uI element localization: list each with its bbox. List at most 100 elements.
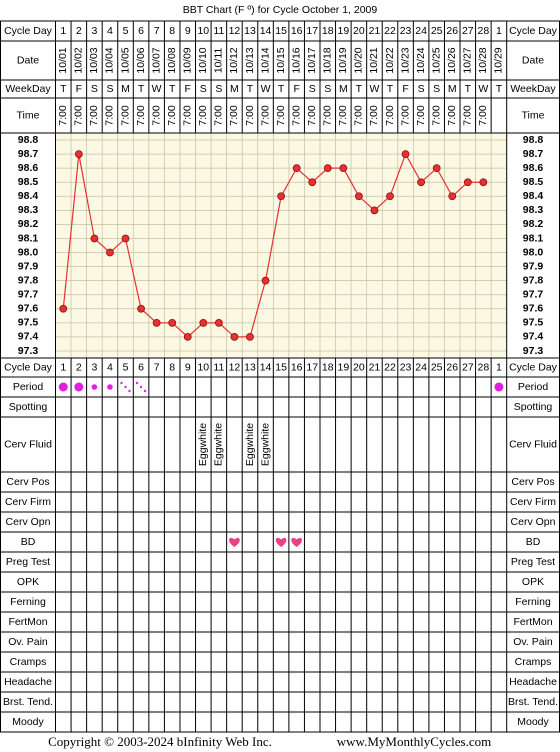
- bd-heart: [275, 537, 287, 547]
- period-dot: [124, 385, 127, 389]
- temperature-point: [152, 318, 161, 327]
- cycle-day: 25: [431, 25, 443, 37]
- period-dot: [143, 389, 147, 393]
- cerv-fluid-entry: Eggwhite: [213, 423, 225, 466]
- row-label: Cerv Fluid: [4, 438, 52, 450]
- cycle-day: 14: [260, 361, 272, 373]
- date: 10/05: [119, 47, 131, 73]
- cycle-day: 11: [213, 361, 224, 373]
- date: 10/22: [384, 47, 396, 73]
- row-label-right: Ferning: [515, 596, 551, 608]
- date: 10/06: [135, 47, 147, 73]
- cycle-day: 9: [185, 25, 191, 37]
- y-tick-label: 98.2: [18, 218, 39, 230]
- cycle-day: 1: [60, 361, 66, 373]
- date: 10/07: [150, 47, 162, 73]
- cycle-day: 28: [478, 361, 490, 373]
- date: 10/28: [477, 47, 489, 73]
- time: 7:00: [322, 105, 334, 126]
- weekday: S: [433, 83, 440, 95]
- time: 7:00: [275, 105, 287, 126]
- weekday: T: [60, 83, 67, 95]
- y-tick-label-right: 97.7: [523, 289, 544, 301]
- cycle-day: 10: [197, 25, 209, 37]
- y-tick-label-right: 98.7: [523, 148, 544, 160]
- cycle-day: 5: [123, 361, 129, 373]
- date: 10/21: [368, 47, 380, 73]
- time: 7:00: [197, 105, 209, 126]
- y-tick-label: 98.7: [18, 148, 39, 160]
- cycle-day: 20: [353, 25, 365, 37]
- row-label: Preg Test: [6, 556, 50, 568]
- cycle-day: 25: [431, 361, 443, 373]
- cycle-day: 4: [107, 361, 113, 373]
- temperature-point: [370, 206, 379, 215]
- y-tick-label-right: 97.8: [523, 274, 544, 286]
- weekday: W: [261, 83, 271, 95]
- cycle-day: 8: [169, 25, 175, 37]
- time: 7:00: [150, 105, 162, 126]
- row-label-right: Spotting: [514, 401, 553, 413]
- weekday: M: [121, 83, 130, 95]
- y-tick-label-right: 98.8: [523, 134, 544, 146]
- temperature-point: [479, 178, 488, 187]
- date: 10/13: [244, 47, 256, 73]
- cycle-day: 2: [76, 361, 82, 373]
- row-label-right: OPK: [522, 576, 544, 588]
- date: 10/19: [337, 47, 349, 73]
- cycle-day: 23: [400, 25, 412, 37]
- period-mark: [494, 382, 504, 392]
- row-label: Cerv Pos: [6, 476, 49, 488]
- temperature-point: [137, 304, 145, 313]
- time: 7:00: [462, 105, 474, 126]
- row-label: Date: [17, 54, 39, 66]
- temperature-point: [214, 318, 223, 327]
- weekday: F: [76, 83, 82, 95]
- temperature-point: [401, 150, 410, 158]
- row-label-right: Cerv Firm: [510, 496, 556, 508]
- period-mark: [58, 382, 68, 392]
- time: 7:00: [415, 105, 427, 126]
- period-dot: [128, 389, 131, 393]
- time: 7:00: [213, 105, 225, 126]
- cycle-day: 18: [322, 25, 334, 37]
- weekday: F: [185, 83, 191, 95]
- cycle-day: 15: [275, 361, 287, 373]
- date: 10/09: [182, 47, 194, 73]
- cycle-day: 21: [369, 25, 381, 37]
- date: 10/08: [166, 47, 178, 73]
- cycle-day: 27: [462, 25, 474, 37]
- date: 10/20: [353, 47, 365, 73]
- row-label-right: Cycle Day: [509, 361, 558, 373]
- row-label: Moody: [12, 716, 44, 728]
- plot-area: [55, 133, 507, 358]
- time: 7:00: [57, 105, 69, 126]
- row-label-right: Time: [522, 109, 545, 121]
- row-label-right: Cerv Fluid: [509, 438, 557, 450]
- cycle-day: 14: [260, 25, 272, 37]
- row-label: Spotting: [9, 401, 48, 413]
- row-label-right: Date: [522, 54, 544, 66]
- y-tick-label: 97.9: [18, 260, 39, 272]
- cycle-day: 9: [185, 361, 191, 373]
- row-label-right: Preg Test: [511, 556, 555, 568]
- row-label: Brst. Tend.: [3, 696, 53, 708]
- row-label: Cerv Firm: [5, 496, 51, 508]
- weekday: S: [215, 83, 222, 95]
- row-label: Time: [17, 109, 40, 121]
- temperature-point: [261, 276, 270, 285]
- weekday: S: [200, 83, 207, 95]
- time: 7:00: [166, 105, 178, 126]
- y-tick-label: 97.3: [18, 345, 39, 357]
- date: 10/17: [306, 47, 318, 73]
- weekday: F: [402, 83, 408, 95]
- weekday: S: [418, 83, 425, 95]
- cycle-day: 17: [306, 361, 318, 373]
- row-label: Headache: [4, 676, 52, 688]
- cycle-day: 1: [496, 361, 502, 373]
- cycle-day: 23: [400, 361, 412, 373]
- date: 10/27: [462, 47, 474, 73]
- date: 10/23: [399, 47, 411, 73]
- cycle-day: 21: [369, 361, 381, 373]
- temperature-point: [90, 234, 99, 243]
